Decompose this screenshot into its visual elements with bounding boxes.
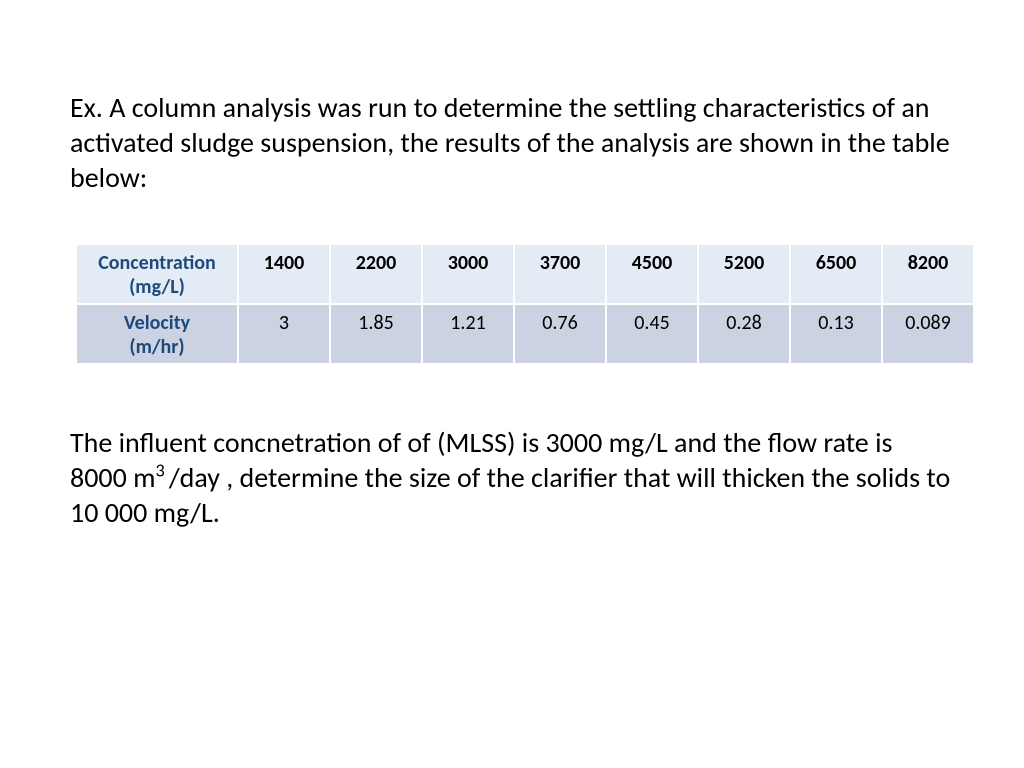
superscript-3: 3 — [155, 460, 168, 482]
table-cell: 1400 — [239, 245, 329, 303]
table-cell: 1.21 — [423, 305, 513, 363]
slide: Ex. A column analysis was run to determi… — [0, 0, 1024, 768]
question-paragraph: The influent concnetration of of (MLSS) … — [70, 425, 954, 530]
data-table: Concentration (mg/L) 1400 2200 3000 3700… — [75, 243, 975, 365]
table-cell: 0.28 — [699, 305, 789, 363]
table-cell: 3000 — [423, 245, 513, 303]
table-row: Concentration (mg/L) 1400 2200 3000 3700… — [77, 245, 973, 303]
table-cell: 4500 — [607, 245, 697, 303]
table-cell: 8200 — [883, 245, 973, 303]
table-cell: 6500 — [791, 245, 881, 303]
row-header-concentration: Concentration (mg/L) — [77, 245, 237, 303]
question-text-post: /day , determine the size of the clarifi… — [70, 460, 950, 530]
table-cell: 3700 — [515, 245, 605, 303]
table-cell: 0.76 — [515, 305, 605, 363]
table-row: Velocity (m/hr) 3 1.85 1.21 0.76 0.45 0.… — [77, 305, 973, 363]
row-header-line1: Velocity — [124, 311, 190, 335]
table-cell: 0.45 — [607, 305, 697, 363]
row-header-line2: (m/hr) — [129, 335, 184, 359]
intro-paragraph: Ex. A column analysis was run to determi… — [70, 90, 954, 195]
row-header-velocity: Velocity (m/hr) — [77, 305, 237, 363]
row-header-line2: (mg/L) — [129, 275, 185, 299]
table-cell: 2200 — [331, 245, 421, 303]
table-cell: 3 — [239, 305, 329, 363]
table-cell: 5200 — [699, 245, 789, 303]
table-cell: 1.85 — [331, 305, 421, 363]
row-header-line1: Concentration — [98, 251, 216, 275]
table-cell: 0.13 — [791, 305, 881, 363]
table-cell: 0.089 — [883, 305, 973, 363]
